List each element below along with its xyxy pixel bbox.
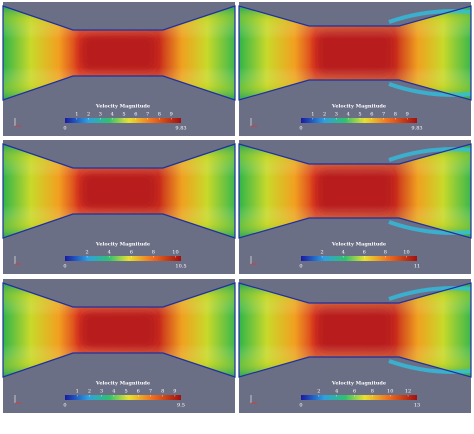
- wall: [238, 282, 472, 378]
- colorbar-tick-label: 8: [161, 389, 164, 395]
- colorbar-tick-label: 5: [124, 389, 127, 395]
- colorbar-tick-label: 7: [149, 389, 152, 395]
- colorbar-tick-label: 6: [130, 250, 133, 256]
- wall-vortex: [388, 147, 472, 162]
- colorbar-title: Velocity Magnitude: [95, 242, 150, 248]
- wall-vortex: [388, 286, 472, 301]
- flow-shade: [3, 6, 235, 100]
- colorbar-tick-label: 3: [335, 112, 338, 118]
- wall-vortex: [388, 220, 472, 235]
- colorbar-tick-label: 4: [347, 112, 350, 118]
- wall-vortex: [388, 9, 472, 24]
- colorbar: [301, 256, 417, 261]
- colorbar-title: Velocity Magnitude: [95, 104, 150, 110]
- panel: Velocity Magnitude 1 2 3 4 5 6 7 8 9 0 9.83: [238, 2, 472, 136]
- colorbar-tick-label: 5: [358, 112, 361, 118]
- colorbar-min-label: 0: [299, 126, 302, 132]
- colorbar-min-label: 0: [63, 126, 66, 132]
- wall: [2, 282, 236, 378]
- flow-shade: [239, 6, 471, 100]
- colorbar-tick-label: 9: [173, 389, 176, 395]
- colorbar-title: Velocity Magnitude: [331, 104, 386, 110]
- wall: [238, 5, 472, 101]
- wall: [2, 143, 236, 239]
- colorbar-tick-label: 4: [111, 112, 114, 118]
- colorbar: [301, 118, 417, 123]
- colorbar-tick-label: 6: [370, 112, 373, 118]
- colorbar-min-label: 0: [63, 264, 66, 270]
- flow-shade: [239, 283, 471, 377]
- colorbar-max-label: 13: [414, 403, 420, 409]
- colorbar-tick-label: 2: [323, 112, 326, 118]
- colorbar-tick-label: 8: [384, 250, 387, 256]
- colorbar-tick-label: 10: [387, 389, 393, 395]
- colorbar-tick-label: 7: [382, 112, 385, 118]
- colorbar-tick-label: 8: [152, 250, 155, 256]
- colorbar-title: Velocity Magnitude: [331, 242, 386, 248]
- panel: Velocity Magnitude 1 2 3 4 5 6 7 8 9 0 9.5: [2, 279, 236, 413]
- flow-shade: [239, 144, 471, 238]
- colorbar-tick-label: 2: [88, 389, 91, 395]
- colorbar-tick-label: 5: [122, 112, 125, 118]
- colorbar: [65, 395, 181, 400]
- colorbar-tick-label: 2: [86, 250, 89, 256]
- colorbar-tick-label: 9: [170, 112, 173, 118]
- panel: Velocity Magnitude 1 2 3 4 5 6 7 8 9 0 9.83: [2, 2, 236, 136]
- wall-vortex: [388, 82, 472, 97]
- colorbar-title: Velocity Magnitude: [331, 381, 386, 387]
- colorbar-tick-label: 1: [76, 389, 79, 395]
- colorbar-min-label: 0: [299, 403, 302, 409]
- colorbar-tick-label: 6: [353, 389, 356, 395]
- colorbar-tick-label: 2: [317, 389, 320, 395]
- colorbar-tick-label: 8: [371, 389, 374, 395]
- colorbar: [65, 118, 181, 123]
- colorbar-max-label: 10.5: [175, 264, 186, 270]
- panel: Velocity Magnitude 2 4 6 8 10 12 0 13: [238, 279, 472, 413]
- colorbar-tick-label: 4: [112, 389, 115, 395]
- colorbar-max-label: 9.83: [175, 126, 186, 132]
- colorbar-max-label: 11: [414, 264, 420, 270]
- wall: [2, 5, 236, 101]
- colorbar-tick-label: 6: [134, 112, 137, 118]
- colorbar-tick-label: 1: [311, 112, 314, 118]
- colorbar-tick-label: 9: [406, 112, 409, 118]
- colorbar-max-label: 9.83: [411, 126, 422, 132]
- colorbar-tick-label: 7: [146, 112, 149, 118]
- colorbar-tick-label: 12: [405, 389, 411, 395]
- colorbar-tick-label: 4: [108, 250, 111, 256]
- colorbar-tick-label: 6: [363, 250, 366, 256]
- colorbar-tick-label: 4: [342, 250, 345, 256]
- colorbar: [65, 256, 181, 261]
- colorbar-tick-label: 3: [99, 112, 102, 118]
- colorbar-min-label: 0: [299, 264, 302, 270]
- colorbar-min-label: 0: [63, 403, 66, 409]
- panel: Velocity Magnitude 2 4 6 8 10 0 11: [238, 140, 472, 274]
- colorbar-tick-label: 8: [394, 112, 397, 118]
- flow-shade: [3, 283, 235, 377]
- colorbar-title: Velocity Magnitude: [95, 381, 150, 387]
- colorbar-tick-label: 10: [172, 250, 178, 256]
- wall-vortex: [388, 359, 472, 374]
- colorbar: [301, 395, 417, 400]
- colorbar-tick-label: 4: [335, 389, 338, 395]
- colorbar-tick-label: 2: [320, 250, 323, 256]
- colorbar-tick-label: 6: [137, 389, 140, 395]
- wall: [238, 143, 472, 239]
- flow-shade: [3, 144, 235, 238]
- panel: Velocity Magnitude 2 4 6 8 10 0 10.5: [2, 140, 236, 274]
- colorbar-tick-label: 8: [158, 112, 161, 118]
- colorbar-max-label: 9.5: [177, 403, 185, 409]
- colorbar-tick-label: 1: [75, 112, 78, 118]
- colorbar-tick-label: 3: [100, 389, 103, 395]
- colorbar-tick-label: 10: [403, 250, 409, 256]
- colorbar-tick-label: 2: [87, 112, 90, 118]
